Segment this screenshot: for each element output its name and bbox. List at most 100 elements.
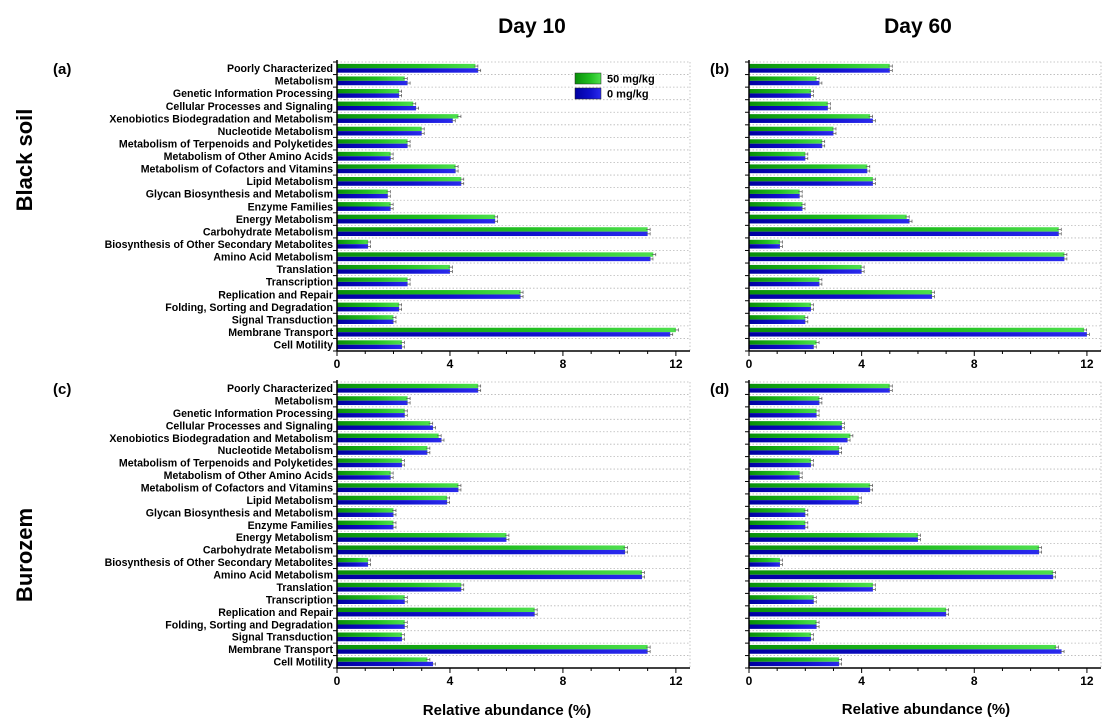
category-label: Metabolism of Cofactors and Vitamins [141, 482, 333, 494]
bar-treated [337, 315, 394, 320]
bar-control [337, 168, 456, 174]
bar-treated [749, 408, 817, 414]
bar-control [749, 537, 918, 542]
panel-label: (a) [53, 61, 71, 78]
bar-treated [749, 126, 834, 132]
category-label: Translation [276, 264, 333, 276]
bar-control [337, 512, 394, 517]
x-tick-label: 0 [334, 674, 341, 688]
bar-treated [337, 595, 405, 600]
bar-treated [749, 632, 811, 637]
category-label: Biosynthesis of Other Secondary Metaboli… [105, 239, 334, 251]
category-label: Folding, Sorting and Degradation [165, 619, 333, 631]
category-label: Transcription [266, 594, 333, 606]
row-title-black-soil: Black soil [12, 109, 37, 212]
category-label: Carbohydrate Metabolism [203, 545, 333, 557]
bar-control [337, 437, 442, 443]
bar-treated [749, 151, 806, 157]
bar-treated [337, 408, 405, 414]
bar-treated [749, 533, 918, 538]
bar-control [749, 244, 780, 249]
bar-control [749, 181, 873, 186]
x-tick-label: 12 [669, 674, 683, 688]
category-label: Genetic Information Processing [173, 88, 333, 100]
bar-treated [337, 620, 405, 625]
bar-treated [337, 139, 408, 144]
category-label: Metabolism of Terpenoids and Polyketides [119, 458, 333, 470]
bar-control [337, 256, 651, 262]
bar-treated [749, 89, 811, 94]
bar-control [749, 344, 814, 350]
bar-control [337, 537, 507, 542]
bar-control [749, 105, 828, 111]
bar-treated [749, 470, 800, 476]
bar-control [749, 661, 840, 667]
bar-treated [337, 101, 414, 106]
category-label: Cellular Processes and Signaling [166, 420, 333, 432]
bar-control [337, 281, 408, 287]
bar-treated [337, 445, 428, 451]
bar-control [749, 131, 834, 136]
bar-treated [337, 327, 676, 333]
bar-treated [337, 302, 400, 308]
category-label: Xenobiotics Biodegradation and Metabolis… [109, 433, 333, 445]
bar-treated [337, 151, 391, 157]
bar-control [337, 388, 479, 393]
bar-control [749, 425, 842, 430]
bar-treated [749, 582, 873, 588]
bar-control [337, 525, 394, 530]
bar-control [749, 549, 1040, 555]
bar-control [749, 636, 811, 642]
bar-treated [337, 89, 400, 94]
category-label: Membrane Transport [228, 327, 333, 339]
legend-swatch [574, 87, 602, 100]
bar-control [337, 156, 391, 161]
bar-control [337, 143, 408, 149]
bar-control [749, 500, 859, 505]
bar-treated [749, 644, 1056, 650]
bar-control [749, 413, 817, 418]
legend-label: 50 mg/kg [607, 74, 655, 86]
category-label: Metabolism [275, 76, 333, 88]
x-axis-label-right: Relative abundance (%) [842, 701, 1010, 718]
bar-treated [749, 290, 933, 295]
x-tick-label: 0 [334, 357, 341, 371]
bar-treated [749, 302, 811, 308]
bar-treated [337, 495, 448, 501]
bar-treated [337, 114, 459, 119]
row-title-burozem: Burozem [12, 508, 37, 602]
bar-treated [337, 396, 408, 401]
bar-control [749, 462, 811, 468]
x-axis-label-left: Relative abundance (%) [423, 702, 591, 719]
bar-treated [749, 483, 871, 488]
bar-treated [337, 176, 462, 182]
bar-treated [749, 264, 862, 270]
bar-control [749, 143, 823, 149]
bar-treated [337, 76, 405, 81]
bar-treated [749, 76, 817, 81]
bar-treated [337, 290, 521, 295]
bar-treated [749, 139, 823, 144]
bar-treated [749, 315, 806, 320]
category-label: Xenobiotics Biodegradation and Metabolis… [109, 113, 333, 125]
bar-treated [337, 227, 648, 232]
bar-treated [749, 595, 814, 600]
x-tick-label: 4 [447, 674, 454, 688]
bar-treated [749, 620, 817, 625]
column-title-day60: Day 60 [884, 15, 952, 38]
bar-treated [337, 632, 402, 637]
category-label: Poorly Characterized [227, 383, 333, 395]
bar-control [337, 450, 428, 455]
bar-control [749, 624, 817, 629]
category-label: Cell Motility [274, 657, 334, 669]
bar-control [749, 168, 868, 174]
bar-control [749, 206, 803, 211]
bar-treated [749, 214, 907, 220]
x-tick-label: 4 [447, 357, 454, 371]
bar-treated [337, 63, 476, 69]
bar-control [337, 219, 496, 224]
category-label: Metabolism of Other Amino Acids [164, 151, 333, 163]
bar-control [749, 156, 806, 161]
bar-treated [337, 520, 394, 525]
